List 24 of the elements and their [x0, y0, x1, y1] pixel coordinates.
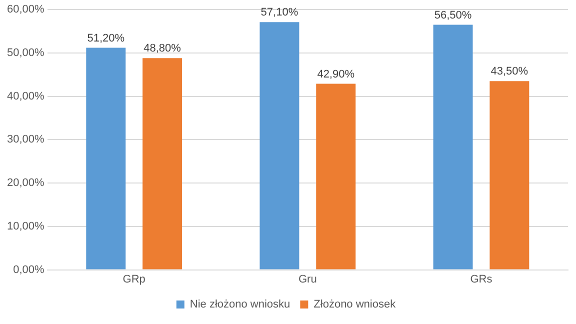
bar [316, 84, 356, 270]
data-label: 48,80% [144, 42, 182, 55]
bar [260, 22, 300, 270]
y-tick-label: 50,00% [6, 47, 45, 59]
x-tick-label: GRs [470, 273, 493, 286]
x-tick-label: Gru [298, 273, 317, 286]
bar [86, 48, 126, 270]
data-label: 56,50% [434, 9, 472, 22]
y-tick-label: 0,00% [13, 264, 45, 276]
data-label: 57,10% [260, 6, 298, 19]
y-tick-label: 10,00% [6, 220, 45, 232]
y-tick-label: 60,00% [6, 4, 45, 16]
data-label: 51,20% [87, 32, 125, 44]
legend-label: Nie złożono wniosku [190, 298, 290, 311]
x-tick-label: GRp [122, 273, 146, 286]
bar [490, 81, 530, 270]
legend-label: Złożono wniosek [314, 298, 396, 311]
y-tick-label: 40,00% [6, 90, 45, 102]
data-label: 42,90% [317, 68, 355, 80]
data-label: 43,50% [490, 66, 528, 78]
bar [142, 58, 182, 270]
bar [433, 24, 473, 270]
y-tick-label: 30,00% [6, 134, 45, 146]
y-tick-label: 20,00% [6, 177, 45, 190]
